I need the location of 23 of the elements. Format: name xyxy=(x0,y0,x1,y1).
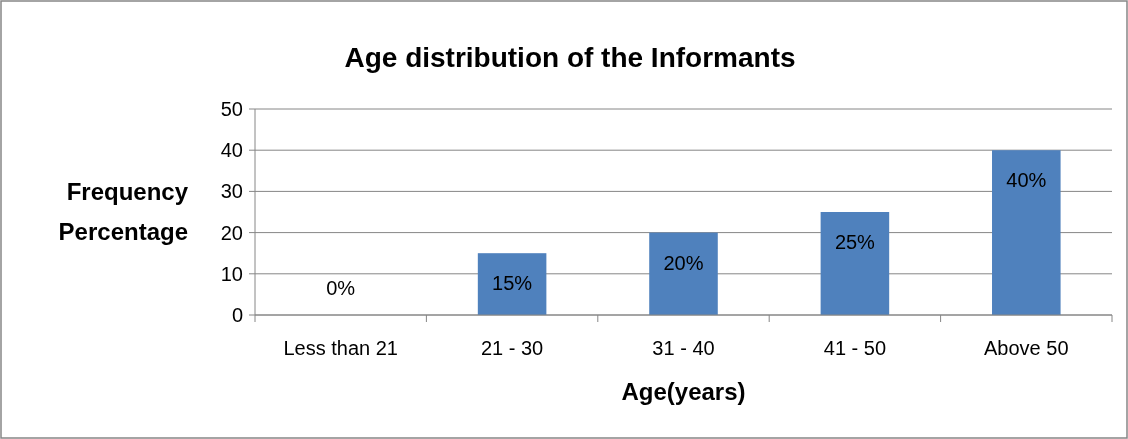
data-label: 40% xyxy=(1006,169,1047,192)
bar xyxy=(992,150,1061,315)
x-tick-label: Above 50 xyxy=(984,337,1069,359)
y-axis-title: Frequency Percentage xyxy=(58,178,189,246)
y-tick-label: 40 xyxy=(220,139,243,162)
y-tick-label: 30 xyxy=(220,180,243,203)
x-axis-title: Age(years) xyxy=(621,378,746,405)
chart-title: Age distribution of the Informants xyxy=(344,42,796,73)
data-label: 15% xyxy=(492,272,533,295)
y-tick-label: 10 xyxy=(220,262,243,285)
data-label: 0% xyxy=(326,277,356,299)
x-tick-label: Less than 21 xyxy=(283,337,398,359)
x-tick-label: 41 - 50 xyxy=(823,337,887,359)
y-tick-label: 20 xyxy=(220,221,243,244)
bar xyxy=(477,253,547,315)
y-tick-label: 50 xyxy=(220,98,243,120)
x-tick-label: 21 - 30 xyxy=(480,337,544,359)
bar xyxy=(820,212,890,315)
bar xyxy=(649,232,718,315)
y-tick-label: 0 xyxy=(231,304,243,326)
x-tick-label: 31 - 40 xyxy=(652,337,715,359)
data-label: 20% xyxy=(663,251,704,274)
data-label: 25% xyxy=(834,231,876,253)
